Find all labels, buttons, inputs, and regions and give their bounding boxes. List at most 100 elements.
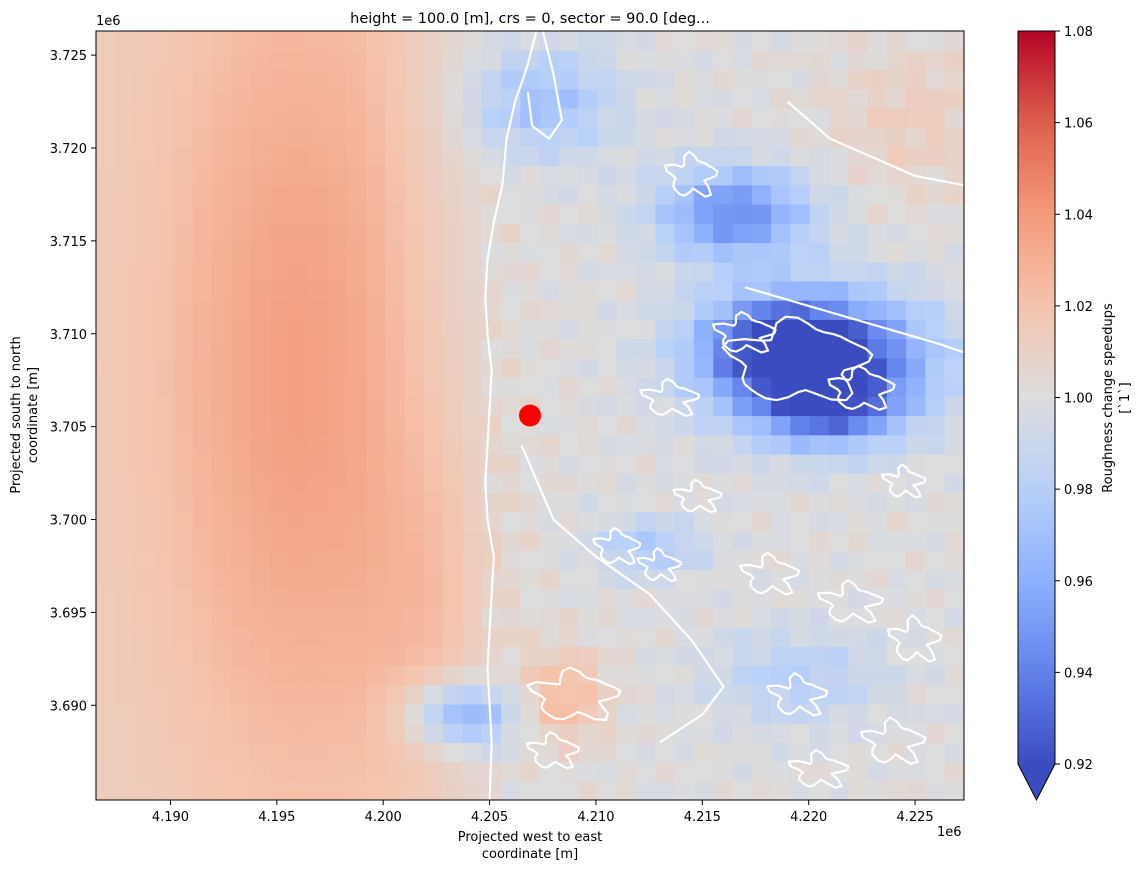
heatmap-cell bbox=[848, 703, 869, 724]
heatmap-cell bbox=[616, 319, 637, 340]
heatmap-cell bbox=[192, 107, 213, 128]
heatmap-cell bbox=[578, 453, 599, 474]
heatmap-cell bbox=[443, 69, 464, 90]
heatmap-cell bbox=[231, 761, 251, 782]
heatmap-cell bbox=[231, 396, 251, 417]
heatmap-cell bbox=[558, 338, 579, 359]
heatmap-cell bbox=[366, 88, 386, 109]
heatmap-cell bbox=[96, 107, 116, 128]
heatmap-cell bbox=[848, 626, 869, 647]
heatmap-cell bbox=[848, 511, 869, 532]
heatmap-cell bbox=[674, 223, 695, 244]
heatmap-cell bbox=[153, 69, 174, 90]
heatmap-cell bbox=[713, 588, 734, 609]
heatmap-cell bbox=[558, 319, 579, 340]
heatmap-cell bbox=[423, 780, 444, 800]
south-east-contour bbox=[766, 671, 829, 717]
heatmap-cell bbox=[501, 780, 521, 800]
heatmap-cell bbox=[636, 300, 656, 320]
heatmap-cell bbox=[115, 146, 136, 167]
heatmap-cell bbox=[906, 646, 927, 667]
heatmap-cell bbox=[944, 473, 964, 493]
heatmap-cell bbox=[96, 626, 116, 647]
heatmap-cell bbox=[771, 742, 791, 763]
heatmap-cell bbox=[327, 473, 348, 493]
heatmap-cell bbox=[134, 703, 155, 724]
heatmap-cell bbox=[713, 761, 734, 782]
heatmap-cell bbox=[443, 473, 464, 493]
heatmap-cell bbox=[636, 473, 656, 493]
heatmap-cell bbox=[925, 415, 946, 436]
heatmap-cell bbox=[732, 569, 753, 590]
heatmap-cell bbox=[443, 646, 464, 667]
heatmap-cell bbox=[636, 280, 656, 301]
heatmap-cell bbox=[809, 146, 830, 167]
heatmap-cell bbox=[713, 569, 734, 590]
heatmap-cell bbox=[231, 530, 251, 551]
heatmap-cell bbox=[153, 88, 174, 109]
y-tick-label: 3.720 bbox=[50, 142, 87, 157]
heatmap-cell bbox=[674, 723, 695, 743]
heatmap-cell bbox=[366, 357, 386, 378]
heatmap-cell bbox=[732, 703, 753, 724]
heatmap-cell bbox=[597, 626, 618, 647]
heatmap-cell bbox=[501, 569, 521, 590]
heatmap-cell bbox=[423, 261, 444, 282]
heatmap-cell bbox=[366, 146, 386, 167]
heatmap-cell bbox=[404, 607, 425, 628]
heatmap-cell bbox=[674, 742, 695, 763]
heatmap-cell bbox=[501, 396, 521, 417]
heatmap-cell bbox=[366, 761, 386, 782]
heatmap-cell bbox=[693, 684, 714, 705]
heatmap-cell bbox=[558, 184, 579, 205]
heatmap-cell bbox=[269, 69, 290, 90]
heatmap-cell bbox=[828, 684, 849, 705]
heatmap-cell bbox=[558, 396, 579, 417]
heatmap-cell bbox=[346, 569, 367, 590]
heatmap-cell bbox=[655, 723, 676, 743]
heatmap-cell bbox=[828, 31, 849, 51]
heatmap-cell bbox=[578, 319, 599, 340]
heatmap-cell bbox=[134, 280, 155, 301]
heatmap-cell bbox=[385, 396, 406, 417]
heatmap-cell bbox=[327, 184, 348, 205]
heatmap-cell bbox=[925, 88, 946, 109]
colorbar-label-line2: [`1`] bbox=[1118, 382, 1133, 413]
heatmap-cell bbox=[713, 300, 734, 320]
heatmap-cell bbox=[925, 453, 946, 474]
heatmap-cell bbox=[231, 550, 251, 570]
heatmap-cell bbox=[346, 31, 367, 51]
heatmap-cell bbox=[732, 165, 753, 186]
heatmap-cell bbox=[771, 473, 791, 493]
heatmap-cell bbox=[366, 626, 386, 647]
heatmap-cell bbox=[906, 377, 927, 397]
heatmap-cell bbox=[385, 588, 406, 609]
heatmap-cell bbox=[423, 184, 444, 205]
heatmap-cell bbox=[269, 261, 290, 282]
heatmap-cell bbox=[269, 338, 290, 359]
heatmap-cell bbox=[288, 377, 309, 397]
heatmap-cell bbox=[828, 127, 849, 147]
heatmap-cell bbox=[462, 492, 483, 513]
heatmap-cell bbox=[423, 300, 444, 320]
heatmap-cell bbox=[308, 127, 329, 147]
central-lake-contour bbox=[827, 364, 896, 411]
heatmap-cell bbox=[597, 300, 618, 320]
heatmap-cell bbox=[423, 742, 444, 763]
heatmap-cell bbox=[231, 453, 251, 474]
heatmap-cell bbox=[288, 665, 309, 686]
heatmap-cell bbox=[771, 261, 791, 282]
heatmap-cell bbox=[674, 780, 695, 800]
heatmap-cell bbox=[153, 703, 174, 724]
heatmap-cell bbox=[96, 319, 116, 340]
heatmap-cell bbox=[308, 684, 329, 705]
heatmap-cell bbox=[308, 723, 329, 743]
heatmap-cell bbox=[790, 88, 811, 109]
heatmap-cell bbox=[115, 223, 136, 244]
heatmap-cell bbox=[713, 780, 734, 800]
heatmap-cell bbox=[385, 319, 406, 340]
heatmap-cell bbox=[655, 607, 676, 628]
heatmap-cell bbox=[115, 607, 136, 628]
heatmap-cell bbox=[462, 184, 483, 205]
heatmap-cell bbox=[520, 434, 541, 455]
